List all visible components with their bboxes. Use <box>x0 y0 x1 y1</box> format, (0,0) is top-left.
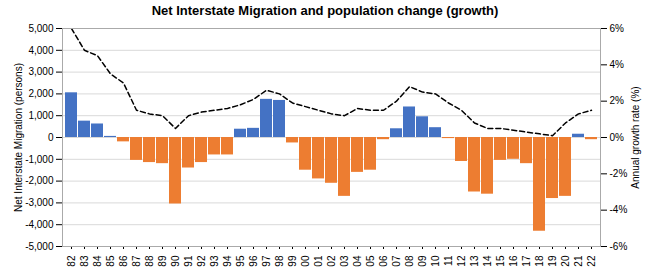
svg-text:84: 84 <box>92 255 103 267</box>
svg-text:19: 19 <box>547 255 558 267</box>
svg-text:-6%: -6% <box>610 241 628 252</box>
svg-text:15: 15 <box>495 255 506 267</box>
svg-text:-1,000: -1,000 <box>25 154 54 165</box>
svg-text:92: 92 <box>196 255 207 267</box>
svg-text:87: 87 <box>131 255 142 267</box>
svg-text:-2%: -2% <box>610 168 628 179</box>
svg-text:4,000: 4,000 <box>28 45 53 56</box>
svg-text:6%: 6% <box>610 23 625 34</box>
svg-text:90: 90 <box>170 255 181 267</box>
svg-text:14: 14 <box>482 255 493 267</box>
svg-text:4%: 4% <box>610 59 625 70</box>
svg-text:02: 02 <box>326 255 337 267</box>
svg-text:-5,000: -5,000 <box>25 241 54 252</box>
svg-text:05: 05 <box>365 255 376 267</box>
svg-text:91: 91 <box>183 255 194 267</box>
svg-text:94: 94 <box>222 255 233 267</box>
svg-text:83: 83 <box>79 255 90 267</box>
html-text:Net Interstate Migration and p: Net Interstate Migration and population … <box>151 3 499 18</box>
svg-text:00: 00 <box>300 255 311 267</box>
svg-text:Annual growth rate (%): Annual growth rate (%) <box>630 86 641 188</box>
svg-text:01: 01 <box>313 255 324 267</box>
svg-text:04: 04 <box>352 255 363 267</box>
svg-text:18: 18 <box>534 255 545 267</box>
svg-text:88: 88 <box>144 255 155 267</box>
svg-text:03: 03 <box>339 255 350 267</box>
svg-text:86: 86 <box>118 255 129 267</box>
svg-text:93: 93 <box>209 255 220 267</box>
svg-text:95: 95 <box>235 255 246 267</box>
svg-text:Net Interstate Migration (pers: Net Interstate Migration (persons) <box>13 63 24 212</box>
svg-text:2,000: 2,000 <box>28 88 53 99</box>
svg-text:98: 98 <box>274 255 285 267</box>
svg-text:09: 09 <box>417 255 428 267</box>
svg-text:85: 85 <box>105 255 116 267</box>
svg-text:17: 17 <box>521 255 532 267</box>
svg-text:0%: 0% <box>610 132 625 143</box>
svg-text:5,000: 5,000 <box>28 23 53 34</box>
svg-text:12: 12 <box>456 255 467 267</box>
svg-text:3,000: 3,000 <box>28 66 53 77</box>
svg-text:-2,000: -2,000 <box>25 175 54 186</box>
svg-text:97: 97 <box>261 255 272 267</box>
svg-text:1,000: 1,000 <box>28 110 53 121</box>
svg-text:10: 10 <box>430 255 441 267</box>
svg-text:13: 13 <box>469 255 480 267</box>
svg-text:99: 99 <box>287 255 298 267</box>
svg-text:11: 11 <box>443 255 454 266</box>
svg-text:2%: 2% <box>610 95 625 106</box>
svg-text:21: 21 <box>573 255 584 267</box>
svg-text:-4%: -4% <box>610 204 628 215</box>
svg-text:96: 96 <box>248 255 259 267</box>
svg-text:22: 22 <box>586 255 597 267</box>
svg-text:89: 89 <box>157 255 168 267</box>
svg-text:20: 20 <box>560 255 571 267</box>
svg-text:08: 08 <box>404 255 415 267</box>
svg-text:-3,000: -3,000 <box>25 197 54 208</box>
svg-text:06: 06 <box>378 255 389 267</box>
svg-text:07: 07 <box>391 255 402 267</box>
svg-text:82: 82 <box>66 255 77 267</box>
svg-text:-4,000: -4,000 <box>25 219 54 230</box>
svg-text:0: 0 <box>48 132 54 143</box>
svg-text:16: 16 <box>508 255 519 267</box>
